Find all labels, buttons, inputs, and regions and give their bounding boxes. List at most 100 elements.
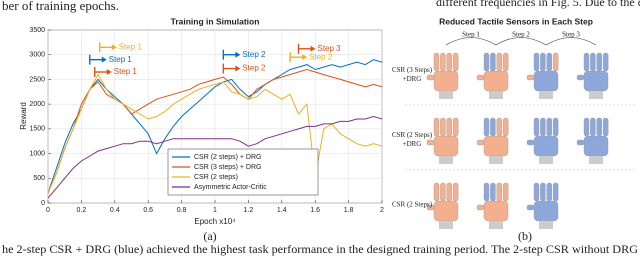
step-label: Step 3 bbox=[318, 44, 342, 53]
step-label: Step 1 bbox=[109, 55, 133, 64]
hand bbox=[476, 117, 509, 164]
hand-finger bbox=[583, 52, 590, 72]
wrist bbox=[489, 221, 503, 229]
y-tick-label: 3000 bbox=[29, 52, 45, 59]
hand-palm bbox=[433, 70, 459, 92]
hand-finger bbox=[496, 182, 502, 202]
step-label: Step 2 bbox=[242, 50, 266, 59]
hand-finger bbox=[553, 52, 559, 72]
series-line bbox=[47, 68, 383, 194]
panel-label: (b) bbox=[518, 229, 532, 243]
step-label: Step 1 bbox=[462, 31, 480, 39]
step-label: Step 2 bbox=[242, 64, 266, 73]
hand-finger bbox=[496, 117, 502, 137]
y-tick-label: 1000 bbox=[29, 150, 45, 157]
hand-palm bbox=[433, 135, 459, 157]
hand-illustrations bbox=[426, 52, 609, 229]
panel-title: Reduced Tactile Sensors in Each Step bbox=[439, 16, 593, 26]
hand-palm bbox=[483, 70, 509, 92]
hand-palm bbox=[533, 70, 559, 92]
wrist bbox=[439, 91, 453, 99]
step-annotation: Step 1 bbox=[99, 42, 143, 53]
step-arc bbox=[445, 37, 497, 46]
legend-label: Asymmetric Actor-Critic bbox=[194, 184, 267, 191]
hand-thumb bbox=[526, 139, 535, 146]
row-label: CSR (3 Steps) bbox=[392, 66, 433, 74]
hand-finger bbox=[453, 52, 459, 72]
row-label: CSR (2 Steps) bbox=[392, 201, 433, 209]
hand-finger bbox=[440, 117, 446, 137]
x-tick-label: 1.6 bbox=[310, 207, 320, 214]
hand-finger bbox=[446, 117, 452, 137]
caption-fragment: different frequencies in Fig. 5. Due to … bbox=[436, 0, 640, 9]
legend-label: CSR (2 steps) bbox=[194, 174, 238, 181]
x-tick-label: 2 bbox=[380, 207, 384, 214]
step-label: Step 1 bbox=[119, 42, 143, 51]
hand-palm bbox=[433, 200, 459, 222]
hand bbox=[426, 52, 459, 99]
hand-finger bbox=[490, 117, 496, 137]
hand-finger bbox=[590, 117, 596, 137]
hand-finger bbox=[433, 117, 440, 137]
x-tick-label: 0.2 bbox=[77, 207, 87, 214]
hand bbox=[526, 182, 559, 229]
hand-thumb bbox=[576, 74, 585, 81]
x-tick-label: 1 bbox=[213, 207, 217, 214]
step-annotation: Step 2 bbox=[289, 52, 333, 63]
series-line bbox=[47, 73, 383, 194]
hand-finger bbox=[603, 117, 609, 137]
arrow-head bbox=[235, 51, 241, 58]
y-tick-label: 2500 bbox=[29, 76, 45, 83]
row-label: +DRG bbox=[403, 140, 422, 148]
hand bbox=[476, 52, 509, 99]
y-tick-label: 1500 bbox=[29, 126, 45, 133]
hand bbox=[576, 117, 609, 164]
chart-title: Training in Simulation bbox=[171, 16, 260, 26]
hand-finger bbox=[446, 182, 452, 202]
arrow-head bbox=[310, 45, 316, 52]
hand-finger bbox=[603, 52, 609, 72]
hand-palm bbox=[483, 135, 509, 157]
hand-thumb bbox=[426, 139, 435, 146]
step-annotation: Step 1 bbox=[89, 54, 133, 65]
hand-finger bbox=[533, 117, 540, 137]
hand bbox=[426, 117, 459, 164]
panel-label: (a) bbox=[203, 229, 216, 243]
wrist bbox=[439, 221, 453, 229]
step-label: Step 2 bbox=[309, 52, 333, 61]
x-tick-label: 0.6 bbox=[143, 207, 153, 214]
step-arc bbox=[495, 37, 547, 46]
hand-finger bbox=[446, 52, 452, 72]
y-tick-label: 500 bbox=[33, 175, 45, 182]
x-axis-label: Epoch x10⁴ bbox=[194, 217, 236, 226]
hand-finger bbox=[546, 52, 552, 72]
legend-label: CSR (2 steps) + DRG bbox=[194, 154, 262, 161]
hand-thumb bbox=[426, 204, 435, 211]
hand-finger bbox=[453, 117, 459, 137]
arrow-head bbox=[111, 44, 117, 51]
hand-finger bbox=[590, 52, 596, 72]
wrist bbox=[539, 221, 553, 229]
hand-finger bbox=[483, 182, 490, 202]
y-axis-label: Reward bbox=[19, 102, 28, 130]
series-line bbox=[47, 115, 383, 199]
arrow-head bbox=[302, 54, 308, 61]
hand-finger bbox=[483, 117, 490, 137]
hand-thumb bbox=[476, 204, 485, 211]
hand-thumb bbox=[526, 74, 535, 81]
wrist bbox=[439, 156, 453, 164]
hand-thumb bbox=[476, 74, 485, 81]
wrist bbox=[589, 91, 603, 99]
hand bbox=[526, 52, 559, 99]
hand-finger bbox=[533, 182, 540, 202]
hand-palm bbox=[533, 200, 559, 222]
hand bbox=[576, 52, 609, 99]
hand-finger bbox=[540, 52, 546, 72]
wrist bbox=[539, 156, 553, 164]
caption-fragment: ber of training epochs. bbox=[2, 0, 119, 13]
arrow-head bbox=[235, 65, 241, 72]
step-label: Step 3 bbox=[562, 31, 580, 39]
hand-finger bbox=[533, 52, 540, 72]
hand-finger bbox=[553, 182, 559, 202]
legend-label: CSR (3 steps) + DRG bbox=[194, 164, 262, 171]
